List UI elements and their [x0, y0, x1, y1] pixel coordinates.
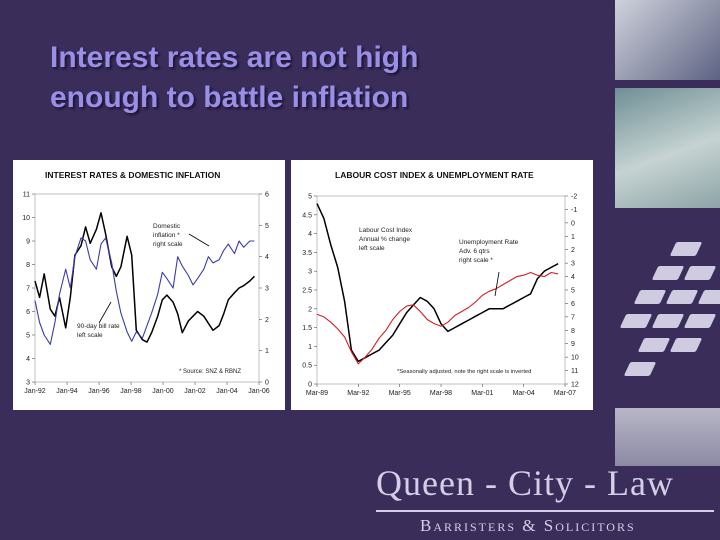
annotation-lci-line: left scale [359, 245, 385, 252]
left-tick-label: 11 [23, 192, 30, 199]
chart-footnote: *Seasonally adjusted, note the right sca… [397, 369, 531, 375]
left-tick-label: 8 [26, 262, 30, 269]
labour-cost-chart-panel: LABOUR COST INDEX & UNEMPLOYMENT RATE 0 0.… [291, 160, 593, 410]
annotation-lci-line: Labour Cost Index [359, 227, 413, 234]
annotation-domestic-line: right scale [153, 241, 183, 248]
x-tick-label: Jan-02 [184, 388, 206, 395]
right-tick-label: 11 [571, 368, 578, 375]
left-tick-label: 3.5 [302, 250, 312, 257]
annotation-unemployment-line: Unemployment Rate [459, 239, 519, 246]
chart-title: LABOUR COST INDEX & UNEMPLOYMENT RATE [335, 170, 534, 180]
right-tick-label: 3 [571, 261, 575, 268]
series-line-1 [316, 203, 559, 363]
right-tick-label: 4 [265, 254, 269, 261]
right-tick-label: 0 [265, 380, 269, 387]
firm-logo-name: Queen - City - Law [376, 463, 674, 503]
slide-title: Interest rates are not high enough to ba… [50, 38, 570, 118]
x-tick-label: Mar-04 [513, 390, 535, 397]
x-tick-label: Jan-04 [216, 388, 238, 395]
right-tick-label: 2 [265, 317, 269, 324]
series-line-1 [34, 212, 255, 343]
chart-source-note: * Source: SNZ & RBNZ [179, 369, 241, 375]
interest-inflation-chart-panel: INTEREST RATES & DOMESTIC INFLATION 3 4 5 6 7… [13, 160, 285, 410]
clock-photo-decoration [615, 408, 720, 466]
left-tick-label: 7 [26, 286, 30, 293]
x-tick-label: Mar-92 [347, 390, 369, 397]
left-tick-label: 1.5 [302, 325, 312, 332]
right-tick-label: 5 [265, 223, 269, 230]
firm-logo-tagline: Barristers & Solicitors [420, 516, 636, 535]
keyboard-decoration [615, 220, 720, 410]
left-tick-label: 2 [308, 306, 312, 313]
x-tick-label: Jan-06 [248, 388, 270, 395]
x-tick-label: Jan-00 [152, 388, 174, 395]
annotation-domestic-line: Domestic [153, 223, 181, 230]
right-tick-label: 1 [265, 348, 269, 355]
right-tick-label: -2 [571, 194, 577, 201]
series-line-2 [34, 237, 255, 345]
left-tick-label: 3 [308, 269, 312, 276]
slide-title-line-2: enough to battle inflation [50, 81, 409, 114]
x-tick-label: Jan-98 [120, 388, 142, 395]
labour-cost-chart: LABOUR COST INDEX & UNEMPLOYMENT RATE 0 0.… [302, 170, 579, 397]
right-tick-label: 3 [265, 286, 269, 293]
right-tick-label: 2 [571, 247, 575, 254]
left-tick-label: 4 [26, 356, 30, 363]
right-tick-label: 5 [571, 288, 575, 295]
annotation-unemployment-line: Adv. 6 qtrs [459, 248, 490, 255]
x-tick-label: Mar-89 [306, 390, 328, 397]
right-tick-label: 6 [571, 301, 575, 308]
left-tick-label: 5 [308, 194, 312, 201]
right-tick-label: 9 [571, 341, 575, 348]
left-tick-label: 9 [26, 239, 30, 246]
right-tick-label: 0 [571, 220, 575, 227]
slide-title-line-1: Interest rates are not high [50, 41, 419, 74]
right-tick-label: 4 [571, 274, 575, 281]
x-tick-label: Mar-95 [389, 390, 411, 397]
x-tick-label: Jan-92 [24, 388, 46, 395]
chart-title: INTEREST RATES & DOMESTIC INFLATION [45, 170, 220, 180]
right-tick-label: 7 [571, 314, 575, 321]
right-tick-label: 1 [571, 234, 575, 241]
annotation-bill-line: left scale [77, 332, 103, 339]
glasses-photo-decoration [615, 0, 720, 80]
annotation-unemployment-line: right scale * [459, 257, 493, 264]
pen-photo-decoration [615, 88, 720, 208]
x-tick-label: Jan-94 [56, 388, 78, 395]
left-tick-label: 1 [308, 344, 312, 351]
left-tick-label: 5 [26, 333, 30, 340]
left-tick-label: 2.5 [302, 288, 312, 295]
left-tick-label: 4.5 [302, 212, 312, 219]
annotation-domestic-line: inflation * [153, 232, 180, 239]
right-tick-label: 12 [571, 382, 579, 389]
right-tick-label: -1 [571, 207, 577, 214]
logo-divider [376, 510, 714, 512]
plot-frame [34, 193, 260, 383]
annotation-bill-line: 90-day bill rate [77, 323, 120, 330]
left-tick-label: 0.5 [302, 363, 312, 370]
interest-inflation-chart: INTEREST RATES & DOMESTIC INFLATION 3 4 5 6 7… [22, 170, 270, 395]
left-tick-label: 3 [26, 380, 30, 387]
annotation-arrow [188, 233, 210, 247]
left-tick-label: 4 [308, 231, 312, 238]
left-tick-label: 10 [22, 215, 30, 222]
x-tick-label: Mar-98 [430, 390, 452, 397]
right-tick-label: 10 [571, 355, 579, 362]
left-tick-label: 0 [308, 382, 312, 389]
x-tick-label: Mar-01 [471, 390, 493, 397]
annotation-lci-line: Annual % change [359, 236, 410, 243]
x-tick-label: Mar-07 [554, 390, 576, 397]
left-tick-label: 6 [26, 309, 30, 316]
annotation-arrow [494, 271, 500, 297]
right-tick-label: 8 [571, 328, 575, 335]
annotation-arrow [98, 301, 112, 324]
x-tick-label: Jan-96 [88, 388, 110, 395]
series-line-2 [316, 271, 559, 365]
right-tick-label: 6 [265, 192, 269, 199]
